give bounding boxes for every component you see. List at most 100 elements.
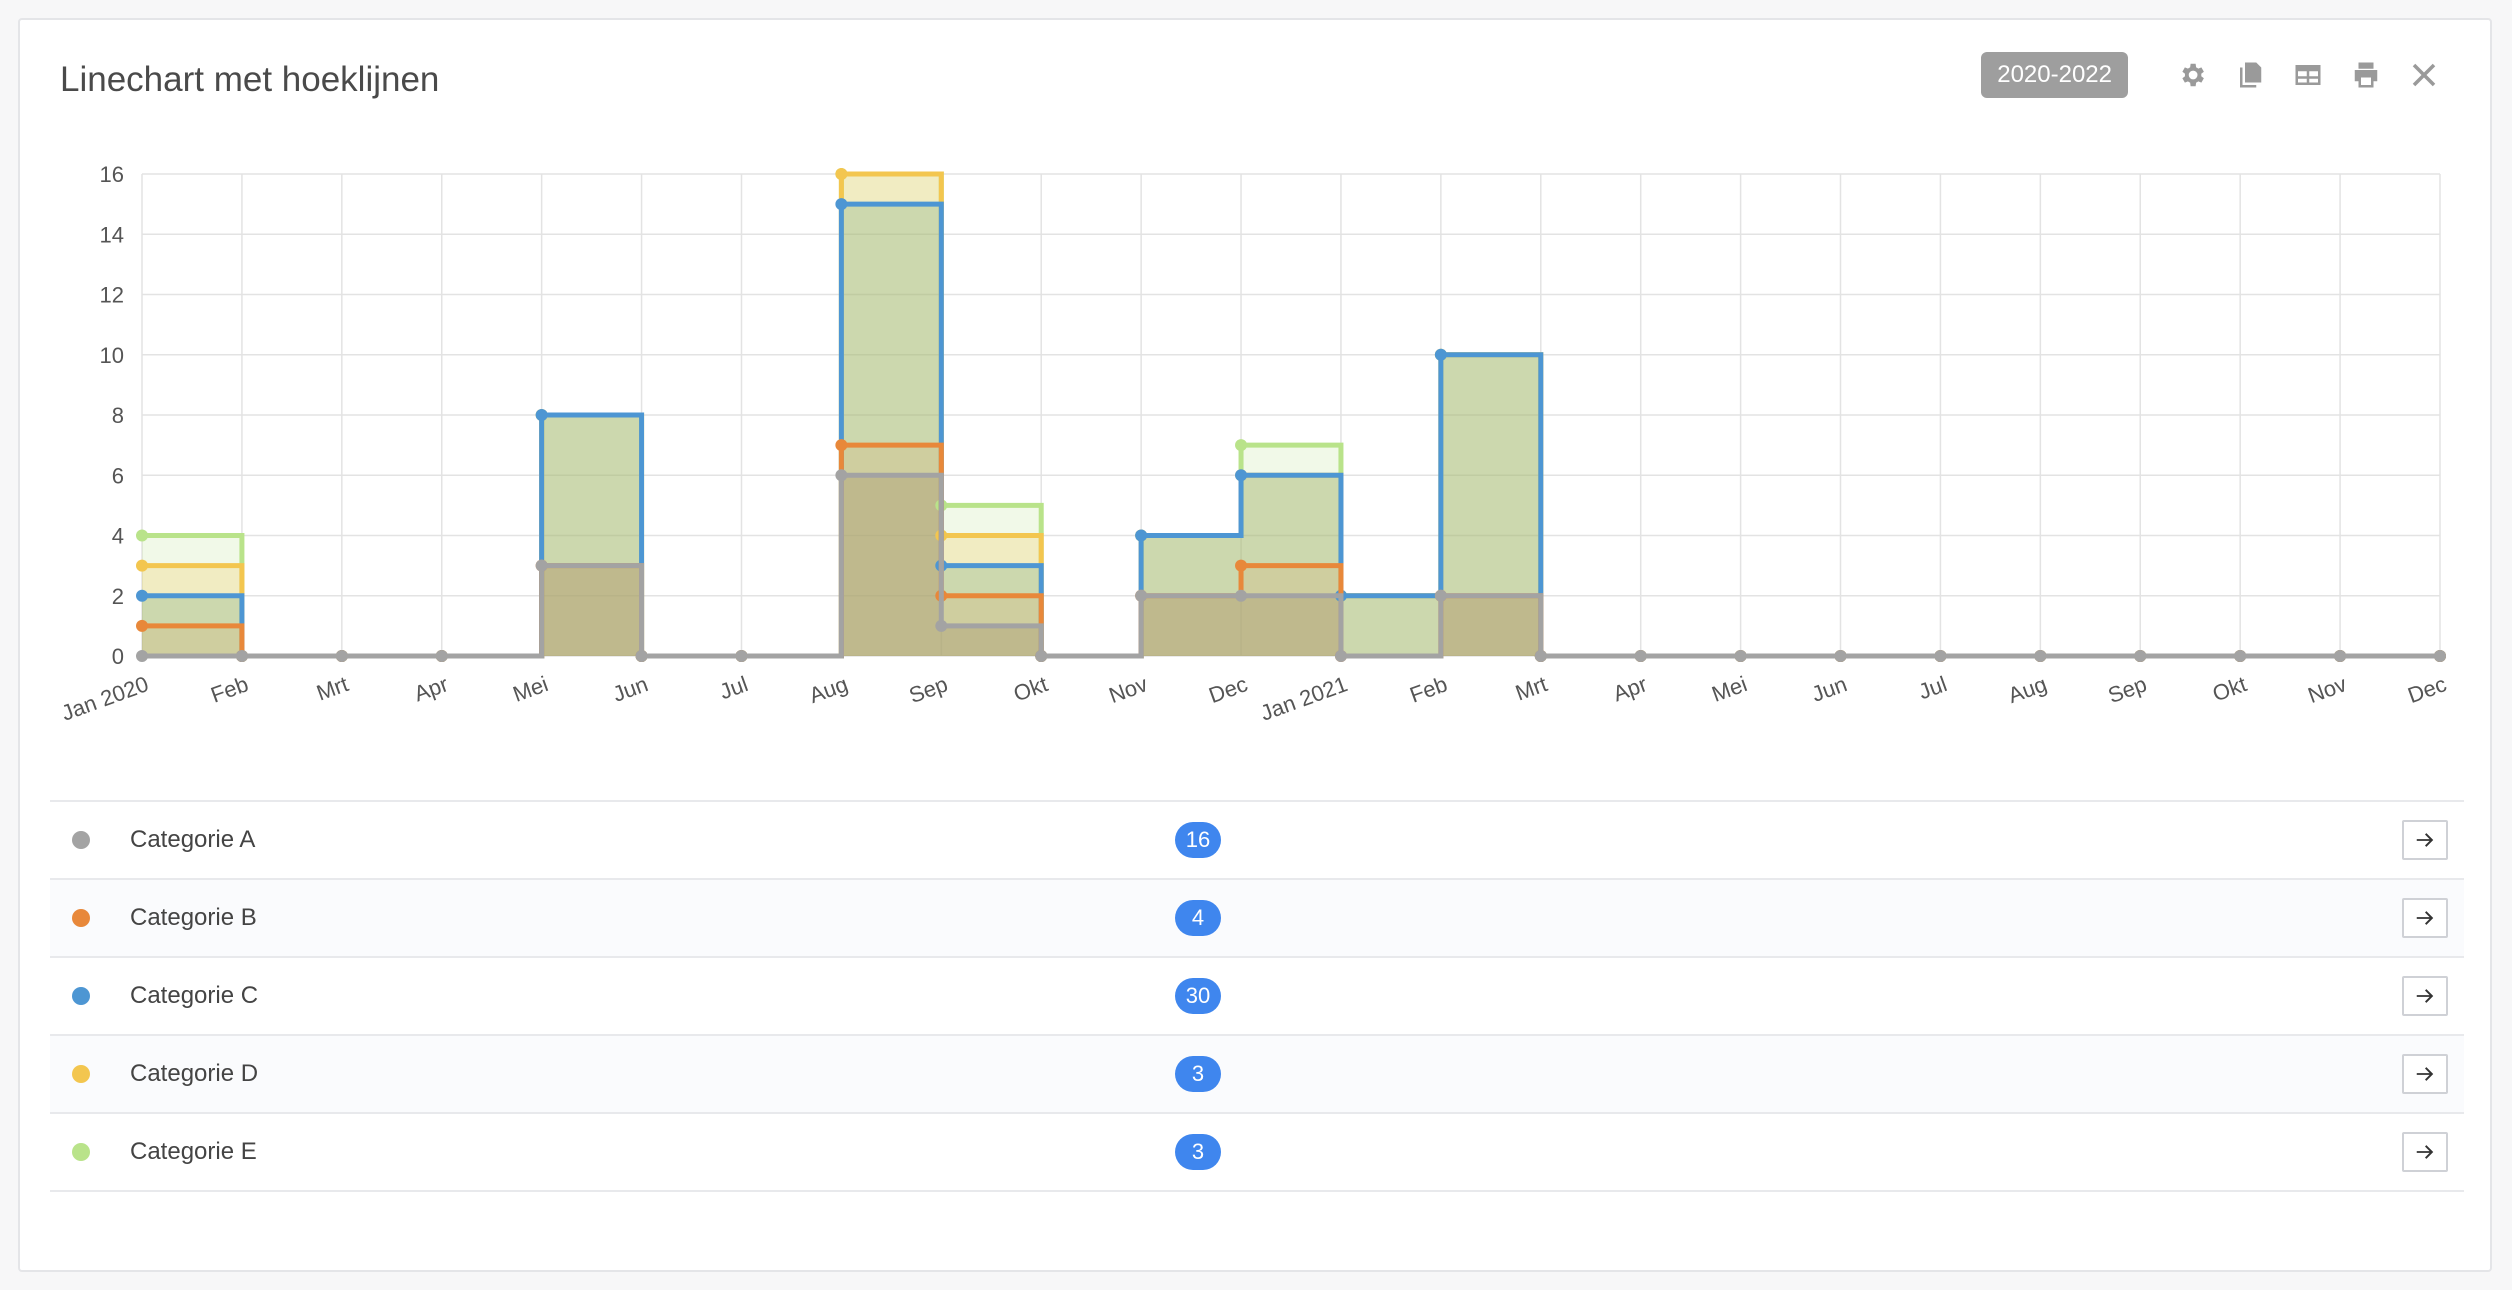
data-point	[835, 439, 848, 452]
x-tick-label: Apr	[411, 671, 452, 706]
x-tick-label: Jan 2021	[1257, 671, 1351, 725]
data-point	[535, 409, 548, 421]
legend-row: Categorie B 4	[50, 880, 2464, 958]
data-point	[835, 198, 848, 211]
x-tick-label: Jul	[1915, 671, 1950, 704]
series-area-1	[142, 445, 2440, 656]
arrow-right-icon	[2416, 911, 2434, 925]
data-point	[2434, 650, 2446, 662]
data-point	[1934, 650, 1947, 662]
legend-dot-icon	[72, 909, 90, 927]
legend-row: Categorie C 30	[50, 958, 2464, 1036]
widget-toolbar: 2020-2022	[1981, 52, 2444, 98]
data-point	[635, 650, 648, 662]
x-tick-label: Okt	[1010, 671, 1051, 706]
arrow-right-icon	[2416, 1067, 2434, 1081]
x-tick-label: Jan 2020	[58, 671, 152, 725]
y-tick-label: 0	[112, 644, 124, 669]
y-tick-label: 14	[100, 222, 124, 247]
data-point	[136, 559, 148, 572]
count-badge: 4	[1175, 900, 1221, 936]
x-tick-label: Feb	[1406, 671, 1450, 707]
y-tick-label: 16	[100, 162, 124, 187]
y-tick-label: 6	[112, 463, 124, 488]
open-category-button[interactable]	[2402, 976, 2448, 1016]
x-tick-label: Jun	[609, 671, 651, 707]
count-badge: 16	[1175, 822, 1221, 858]
open-category-button[interactable]	[2402, 1054, 2448, 1094]
open-category-button[interactable]	[2402, 820, 2448, 860]
legend-label: Categorie B	[130, 904, 257, 931]
data-point	[535, 559, 548, 572]
data-point	[1434, 589, 1447, 602]
x-tick-label: Nov	[1106, 671, 1151, 708]
data-point	[735, 650, 748, 662]
x-tick-label: Feb	[207, 671, 251, 707]
legend-row: Categorie A 16	[50, 802, 2464, 880]
legend-label: Categorie D	[130, 1060, 259, 1087]
x-tick-label: Dec	[2404, 671, 2449, 708]
data-point	[136, 650, 148, 662]
print-icon[interactable]	[2346, 55, 2386, 95]
data-point	[835, 168, 848, 180]
data-point	[136, 619, 148, 632]
legend-row: Categorie E 3	[50, 1114, 2464, 1192]
copy-icon[interactable]	[2230, 55, 2270, 95]
data-point	[2334, 650, 2347, 662]
x-tick-label: Aug	[806, 671, 851, 708]
x-tick-label: Dec	[1205, 671, 1250, 708]
count-badge: 3	[1175, 1056, 1221, 1092]
y-tick-label: 12	[100, 283, 124, 308]
step-line-chart: 0 2 4 6 8 10 12 14 16 Jan 2020 Feb Mrt Apr Mei Jun Jul A…	[20, 140, 2494, 740]
x-tick-label: Sep	[2105, 671, 2150, 708]
chart-widget: Linechart met hoeklijnen 2020-2022 0 2 4 6 8…	[18, 18, 2492, 1272]
y-tick-label: 10	[100, 343, 124, 368]
arrow-right-icon	[2416, 833, 2434, 847]
table-icon[interactable]	[2288, 55, 2328, 95]
data-point	[935, 619, 948, 632]
data-point	[1235, 439, 1248, 452]
x-tick-label: Sep	[906, 671, 951, 708]
y-tick-label: 8	[112, 403, 124, 428]
x-tick-label: Aug	[2005, 671, 2050, 708]
legend-dot-icon	[72, 987, 90, 1005]
y-tick-label: 2	[112, 584, 124, 609]
legend-dot-icon	[72, 831, 90, 849]
data-point	[435, 650, 448, 662]
open-category-button[interactable]	[2402, 1132, 2448, 1172]
legend-label: Categorie E	[130, 1138, 257, 1165]
arrow-right-icon	[2416, 989, 2434, 1003]
x-tick-label: Mrt	[1512, 671, 1550, 705]
data-point	[1434, 348, 1447, 361]
data-point	[835, 469, 848, 482]
x-tick-label: Mrt	[313, 671, 351, 705]
data-point	[2034, 650, 2047, 662]
data-point	[1135, 589, 1148, 602]
data-point	[1534, 650, 1547, 662]
data-point	[1235, 589, 1248, 602]
legend-dot-icon	[72, 1065, 90, 1083]
data-point	[1035, 650, 1048, 662]
data-point	[1235, 469, 1248, 482]
data-point	[136, 529, 148, 542]
arrow-right-icon	[2416, 1145, 2434, 1159]
data-point	[1135, 529, 1148, 542]
legend-list: Categorie A 16 Categorie B 4 Categorie C 30 Ca…	[50, 800, 2464, 1192]
x-tick-label: Mei	[1708, 671, 1750, 707]
legend-row: Categorie D 3	[50, 1036, 2464, 1114]
data-point	[235, 650, 248, 662]
open-category-button[interactable]	[2402, 898, 2448, 938]
data-point	[1734, 650, 1747, 662]
x-tick-label: Jul	[716, 671, 751, 704]
close-icon[interactable]	[2404, 55, 2444, 95]
data-point	[1334, 650, 1347, 662]
x-tick-label: Jun	[1808, 671, 1850, 707]
legend-label: Categorie C	[130, 982, 259, 1009]
chart-svg: 0 2 4 6 8 10 12 14 16 Jan 2020 Feb Mrt Apr Mei Jun Jul A…	[58, 162, 2450, 726]
legend-label: Categorie A	[130, 826, 256, 853]
widget-title: Linechart met hoeklijnen	[60, 60, 440, 99]
gear-icon[interactable]	[2172, 55, 2212, 95]
data-point	[1235, 559, 1248, 572]
count-badge: 30	[1175, 978, 1221, 1014]
period-badge[interactable]: 2020-2022	[1981, 52, 2128, 98]
